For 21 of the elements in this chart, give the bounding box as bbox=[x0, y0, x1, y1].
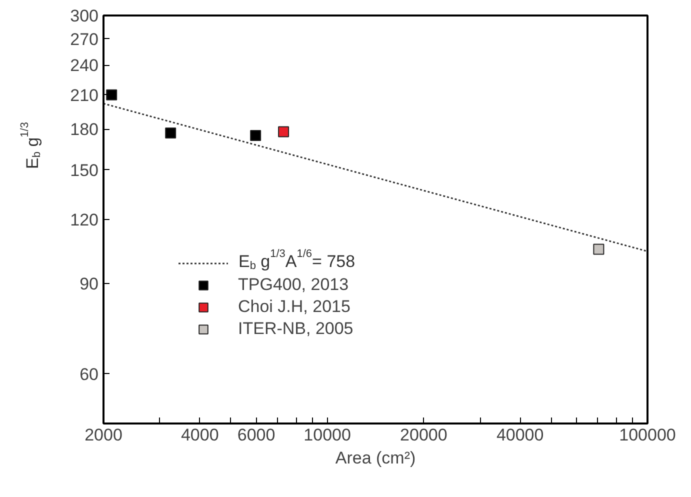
y-tick-label: 60 bbox=[80, 364, 99, 384]
x-tick-label: 20000 bbox=[400, 426, 448, 444]
y-tick-label: 240 bbox=[70, 56, 99, 76]
legend-label: ITER-NB, 2005 bbox=[238, 318, 354, 340]
y-tick-label: 90 bbox=[80, 274, 99, 294]
x-tick-label: 100000 bbox=[619, 426, 676, 444]
x-tick-label: 6000 bbox=[237, 426, 276, 444]
x-tick-label: 2000 bbox=[84, 426, 122, 444]
y-tick-label: 180 bbox=[70, 120, 99, 140]
y-tick-label: 210 bbox=[70, 86, 99, 105]
x-tick-label: 10000 bbox=[304, 426, 351, 444]
y-tick-label: 300 bbox=[70, 6, 99, 26]
legend-label: TPG400, 2013 bbox=[238, 274, 349, 296]
x-tick-label: 4000 bbox=[180, 426, 219, 444]
y-axis-title: Eb g1/3 bbox=[18, 122, 43, 169]
legend-label: Choi J.H, 2015 bbox=[238, 296, 350, 318]
x-tick-label: 40000 bbox=[496, 426, 544, 444]
y-tick-label: 120 bbox=[70, 210, 99, 230]
y-tick-label: 270 bbox=[70, 30, 99, 49]
y-tick-label: 150 bbox=[70, 160, 99, 180]
x-axis-title: Area (cm²) bbox=[335, 448, 416, 468]
